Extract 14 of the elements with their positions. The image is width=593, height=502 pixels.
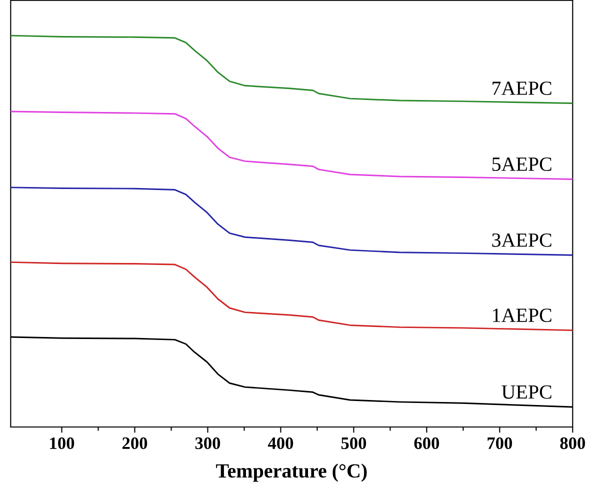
series-label: 7AEPC (492, 82, 552, 95)
x-tick-label: 300 (195, 437, 220, 450)
x-axis-title: Temperature (°C) (216, 464, 367, 482)
x-tick-label: 200 (122, 437, 148, 450)
x-tick-label: 800 (560, 437, 585, 450)
series-label: 5AEPC (492, 158, 552, 171)
series-label: 3AEPC (492, 233, 552, 247)
x-tick-label: 700 (488, 437, 512, 450)
x-tick-label: 600 (414, 437, 440, 450)
series-label: 1AEPC (493, 308, 552, 322)
series-label: UEPC (502, 385, 552, 399)
x-tick-label: 400 (268, 437, 294, 450)
x-tick-label: 100 (50, 437, 74, 450)
x-tick-label: 500 (341, 437, 366, 450)
